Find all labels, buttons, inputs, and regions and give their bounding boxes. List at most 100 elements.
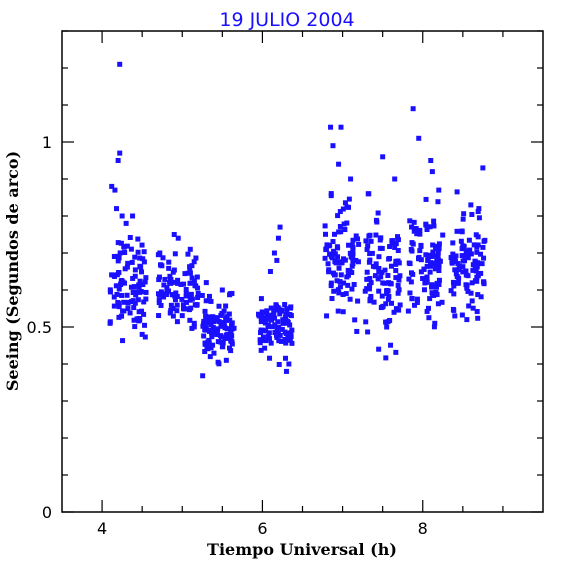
data-point [288, 329, 294, 335]
data-point [349, 286, 355, 292]
data-point [171, 232, 177, 237]
data-point [470, 262, 476, 268]
data-point [111, 273, 117, 279]
data-point [263, 328, 269, 334]
data-point [481, 281, 487, 287]
data-point [329, 253, 335, 259]
data-point [276, 306, 282, 312]
data-points [107, 61, 488, 379]
data-point [131, 305, 137, 311]
data-point [214, 332, 220, 338]
data-point [362, 288, 368, 294]
data-point [166, 288, 172, 294]
data-point [427, 296, 433, 302]
y-tick-label: 0 [42, 503, 52, 522]
data-point [227, 317, 233, 323]
data-point [112, 187, 118, 193]
data-point [116, 301, 122, 307]
data-point [223, 357, 229, 363]
data-point [268, 340, 274, 346]
data-point [170, 269, 176, 275]
data-point [375, 210, 381, 216]
data-point [382, 267, 388, 273]
data-point [228, 348, 234, 354]
data-point [139, 269, 145, 275]
data-point [265, 324, 271, 330]
data-point [132, 300, 138, 306]
data-point [470, 305, 476, 311]
data-point [181, 281, 187, 287]
data-point [138, 289, 144, 295]
data-point [436, 263, 442, 269]
data-point [393, 241, 399, 247]
data-point [195, 294, 201, 300]
data-point [387, 280, 393, 286]
data-point [340, 291, 346, 297]
data-point [332, 231, 338, 237]
data-point [119, 277, 125, 283]
data-point [342, 257, 348, 263]
data-point [478, 270, 484, 276]
data-point [191, 278, 197, 284]
data-point [480, 244, 486, 250]
data-point [277, 311, 283, 317]
data-point [460, 258, 466, 264]
data-point [423, 222, 429, 228]
data-point [187, 280, 193, 286]
data-point [346, 196, 352, 202]
data-point [436, 277, 442, 283]
data-point [397, 273, 403, 279]
data-point [331, 288, 337, 294]
data-point [121, 299, 127, 305]
data-point [450, 240, 456, 246]
data-point [432, 266, 438, 272]
data-point [203, 298, 209, 304]
data-point [436, 268, 442, 274]
data-point [423, 196, 429, 202]
data-point [111, 303, 117, 309]
data-point [179, 313, 185, 319]
data-point [286, 361, 292, 367]
data-point [137, 263, 143, 269]
data-point [282, 316, 288, 322]
data-point [117, 150, 123, 156]
data-point [433, 246, 439, 252]
data-point [411, 219, 417, 225]
data-point [203, 317, 209, 323]
data-point [428, 260, 434, 266]
data-point [109, 272, 115, 278]
data-point [278, 338, 284, 344]
data-point [330, 239, 336, 245]
data-point [189, 263, 195, 269]
data-point [125, 260, 131, 266]
data-point [363, 319, 369, 325]
data-point [429, 169, 435, 175]
data-point [200, 373, 206, 379]
data-point [220, 344, 226, 350]
data-point [139, 242, 145, 248]
data-point [425, 252, 431, 258]
data-point [460, 245, 466, 251]
data-point [283, 355, 289, 361]
data-point [211, 350, 217, 356]
data-point [425, 257, 431, 263]
data-point [161, 282, 167, 288]
data-point [141, 249, 147, 255]
data-point [335, 254, 341, 260]
data-point [336, 229, 342, 235]
data-point [172, 279, 178, 285]
data-point [452, 255, 458, 261]
data-point [427, 224, 433, 230]
data-point [328, 124, 334, 130]
data-point [409, 240, 415, 246]
data-point [326, 267, 332, 273]
data-point [396, 277, 402, 283]
data-point [384, 287, 390, 293]
data-point [223, 335, 229, 341]
data-point [174, 302, 180, 308]
data-point [107, 289, 113, 295]
data-point [456, 267, 462, 273]
data-point [464, 282, 470, 288]
data-point [187, 297, 193, 303]
data-point [166, 265, 172, 271]
